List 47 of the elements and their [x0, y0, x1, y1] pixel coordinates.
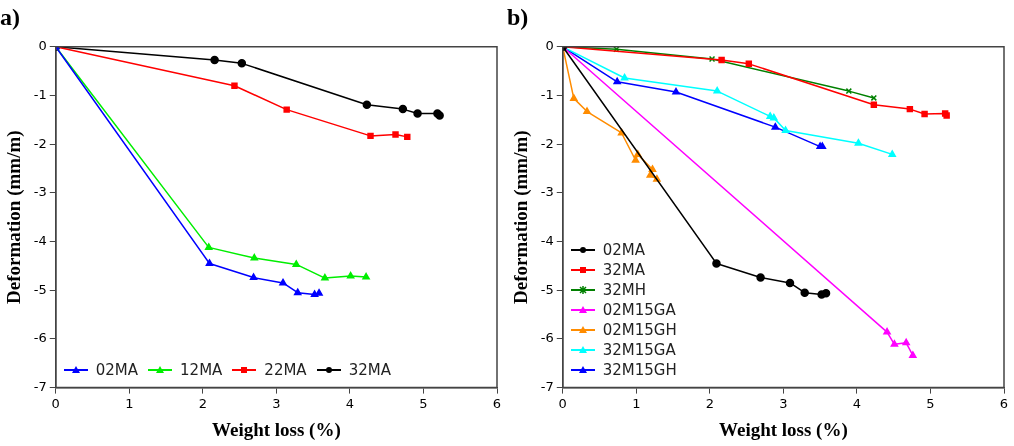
y-tick-label: -6	[540, 330, 554, 346]
x-tick-label: 6	[999, 395, 1009, 411]
x-tick-label: 3	[272, 395, 281, 411]
x-axis-title: Weight loss (%)	[211, 418, 341, 441]
y-tick-label: -1	[540, 86, 554, 102]
y-tick-label: 0	[545, 38, 554, 54]
x-tick-label: 1	[632, 395, 641, 411]
y-tick-label: -4	[540, 232, 554, 248]
legend-label: 32MH	[602, 280, 647, 299]
y-tick-label: -2	[33, 135, 47, 151]
y-axis-title: Deformation (mm/m)	[3, 130, 26, 304]
x-tick-label: 3	[779, 395, 788, 411]
legend-label: 02M15GH	[602, 320, 677, 339]
chart-title: b)	[507, 3, 529, 30]
legend-label: 32MA	[348, 360, 391, 379]
x-tick-label: 4	[345, 395, 355, 411]
y-axis-title: Deformation (mm/m)	[510, 130, 533, 304]
x-tick-label: 2	[198, 395, 207, 411]
x-tick-label: 5	[419, 395, 428, 411]
y-tick-label: -6	[33, 330, 47, 346]
x-tick-label: 6	[492, 395, 502, 411]
y-tick-label: -4	[33, 232, 47, 248]
x-tick-label: 0	[558, 395, 567, 411]
y-tick-label: 0	[38, 38, 47, 54]
legend-label: 22MA	[264, 360, 307, 379]
x-tick-label: 4	[852, 395, 862, 411]
x-tick-label: 5	[926, 395, 935, 411]
y-tick-label: -3	[33, 184, 47, 200]
y-tick-label: -2	[540, 135, 554, 151]
legend-label: 32M15GA	[602, 340, 676, 359]
x-tick-label: 0	[51, 395, 60, 411]
y-tick-label: -5	[540, 281, 554, 297]
legend-label: 12MA	[180, 360, 223, 379]
x-tick-label: 1	[125, 395, 134, 411]
y-tick-label: -7	[33, 378, 47, 394]
x-tick-label: 2	[705, 395, 714, 411]
legend-label: 32MA	[602, 260, 646, 279]
legend-label: 32M15GH	[602, 360, 677, 379]
legend-label: 02MA	[95, 360, 139, 379]
legend-label: 02M15GA	[602, 300, 676, 319]
y-tick-label: -7	[540, 378, 554, 394]
y-tick-label: -1	[33, 86, 47, 102]
x-axis-title: Weight loss (%)	[718, 418, 848, 441]
y-tick-label: -5	[33, 281, 47, 297]
chart-title: a)	[0, 3, 20, 30]
y-tick-label: -3	[540, 184, 554, 200]
legend-label: 02MA	[602, 240, 646, 259]
